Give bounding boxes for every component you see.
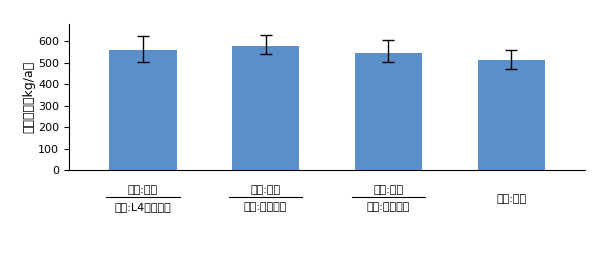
Text: 穂木:京鈴: 穂木:京鈴 xyxy=(373,185,403,195)
Text: 台木:台パワー: 台木:台パワー xyxy=(367,202,410,212)
Text: 台木:L4台パワー: 台木:L4台パワー xyxy=(115,202,171,212)
Bar xyxy=(109,50,176,170)
Text: 台木:台ちから: 台木:台ちから xyxy=(244,202,287,212)
Text: 穂木:京鈴: 穂木:京鈴 xyxy=(251,185,281,195)
Text: 穂木:京鈴: 穂木:京鈴 xyxy=(128,185,158,195)
Text: 京鈴:自根: 京鈴:自根 xyxy=(496,194,526,203)
Bar xyxy=(478,60,545,170)
Bar xyxy=(232,46,299,170)
Bar xyxy=(355,53,422,170)
Y-axis label: 良果収量（kg/a）: 良果収量（kg/a） xyxy=(22,61,35,133)
